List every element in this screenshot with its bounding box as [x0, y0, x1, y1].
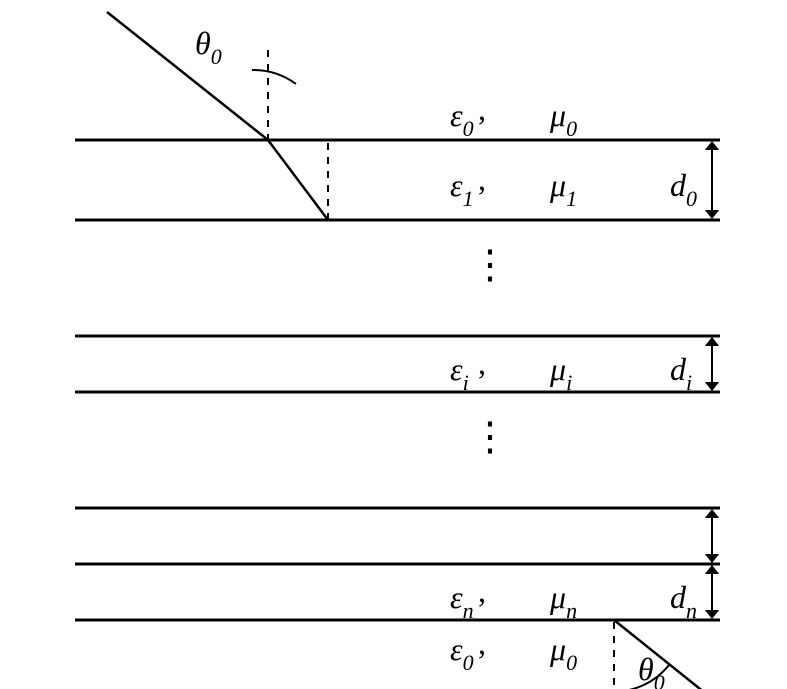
- svg-text:,: ,: [478, 625, 486, 661]
- svg-text:,: ,: [478, 91, 486, 127]
- vdots: ⋮: [470, 242, 510, 287]
- svg-text:,: ,: [478, 573, 486, 609]
- svg-text:,: ,: [478, 161, 486, 197]
- svg-text:,: ,: [478, 345, 486, 381]
- vdots: ⋮: [470, 414, 510, 459]
